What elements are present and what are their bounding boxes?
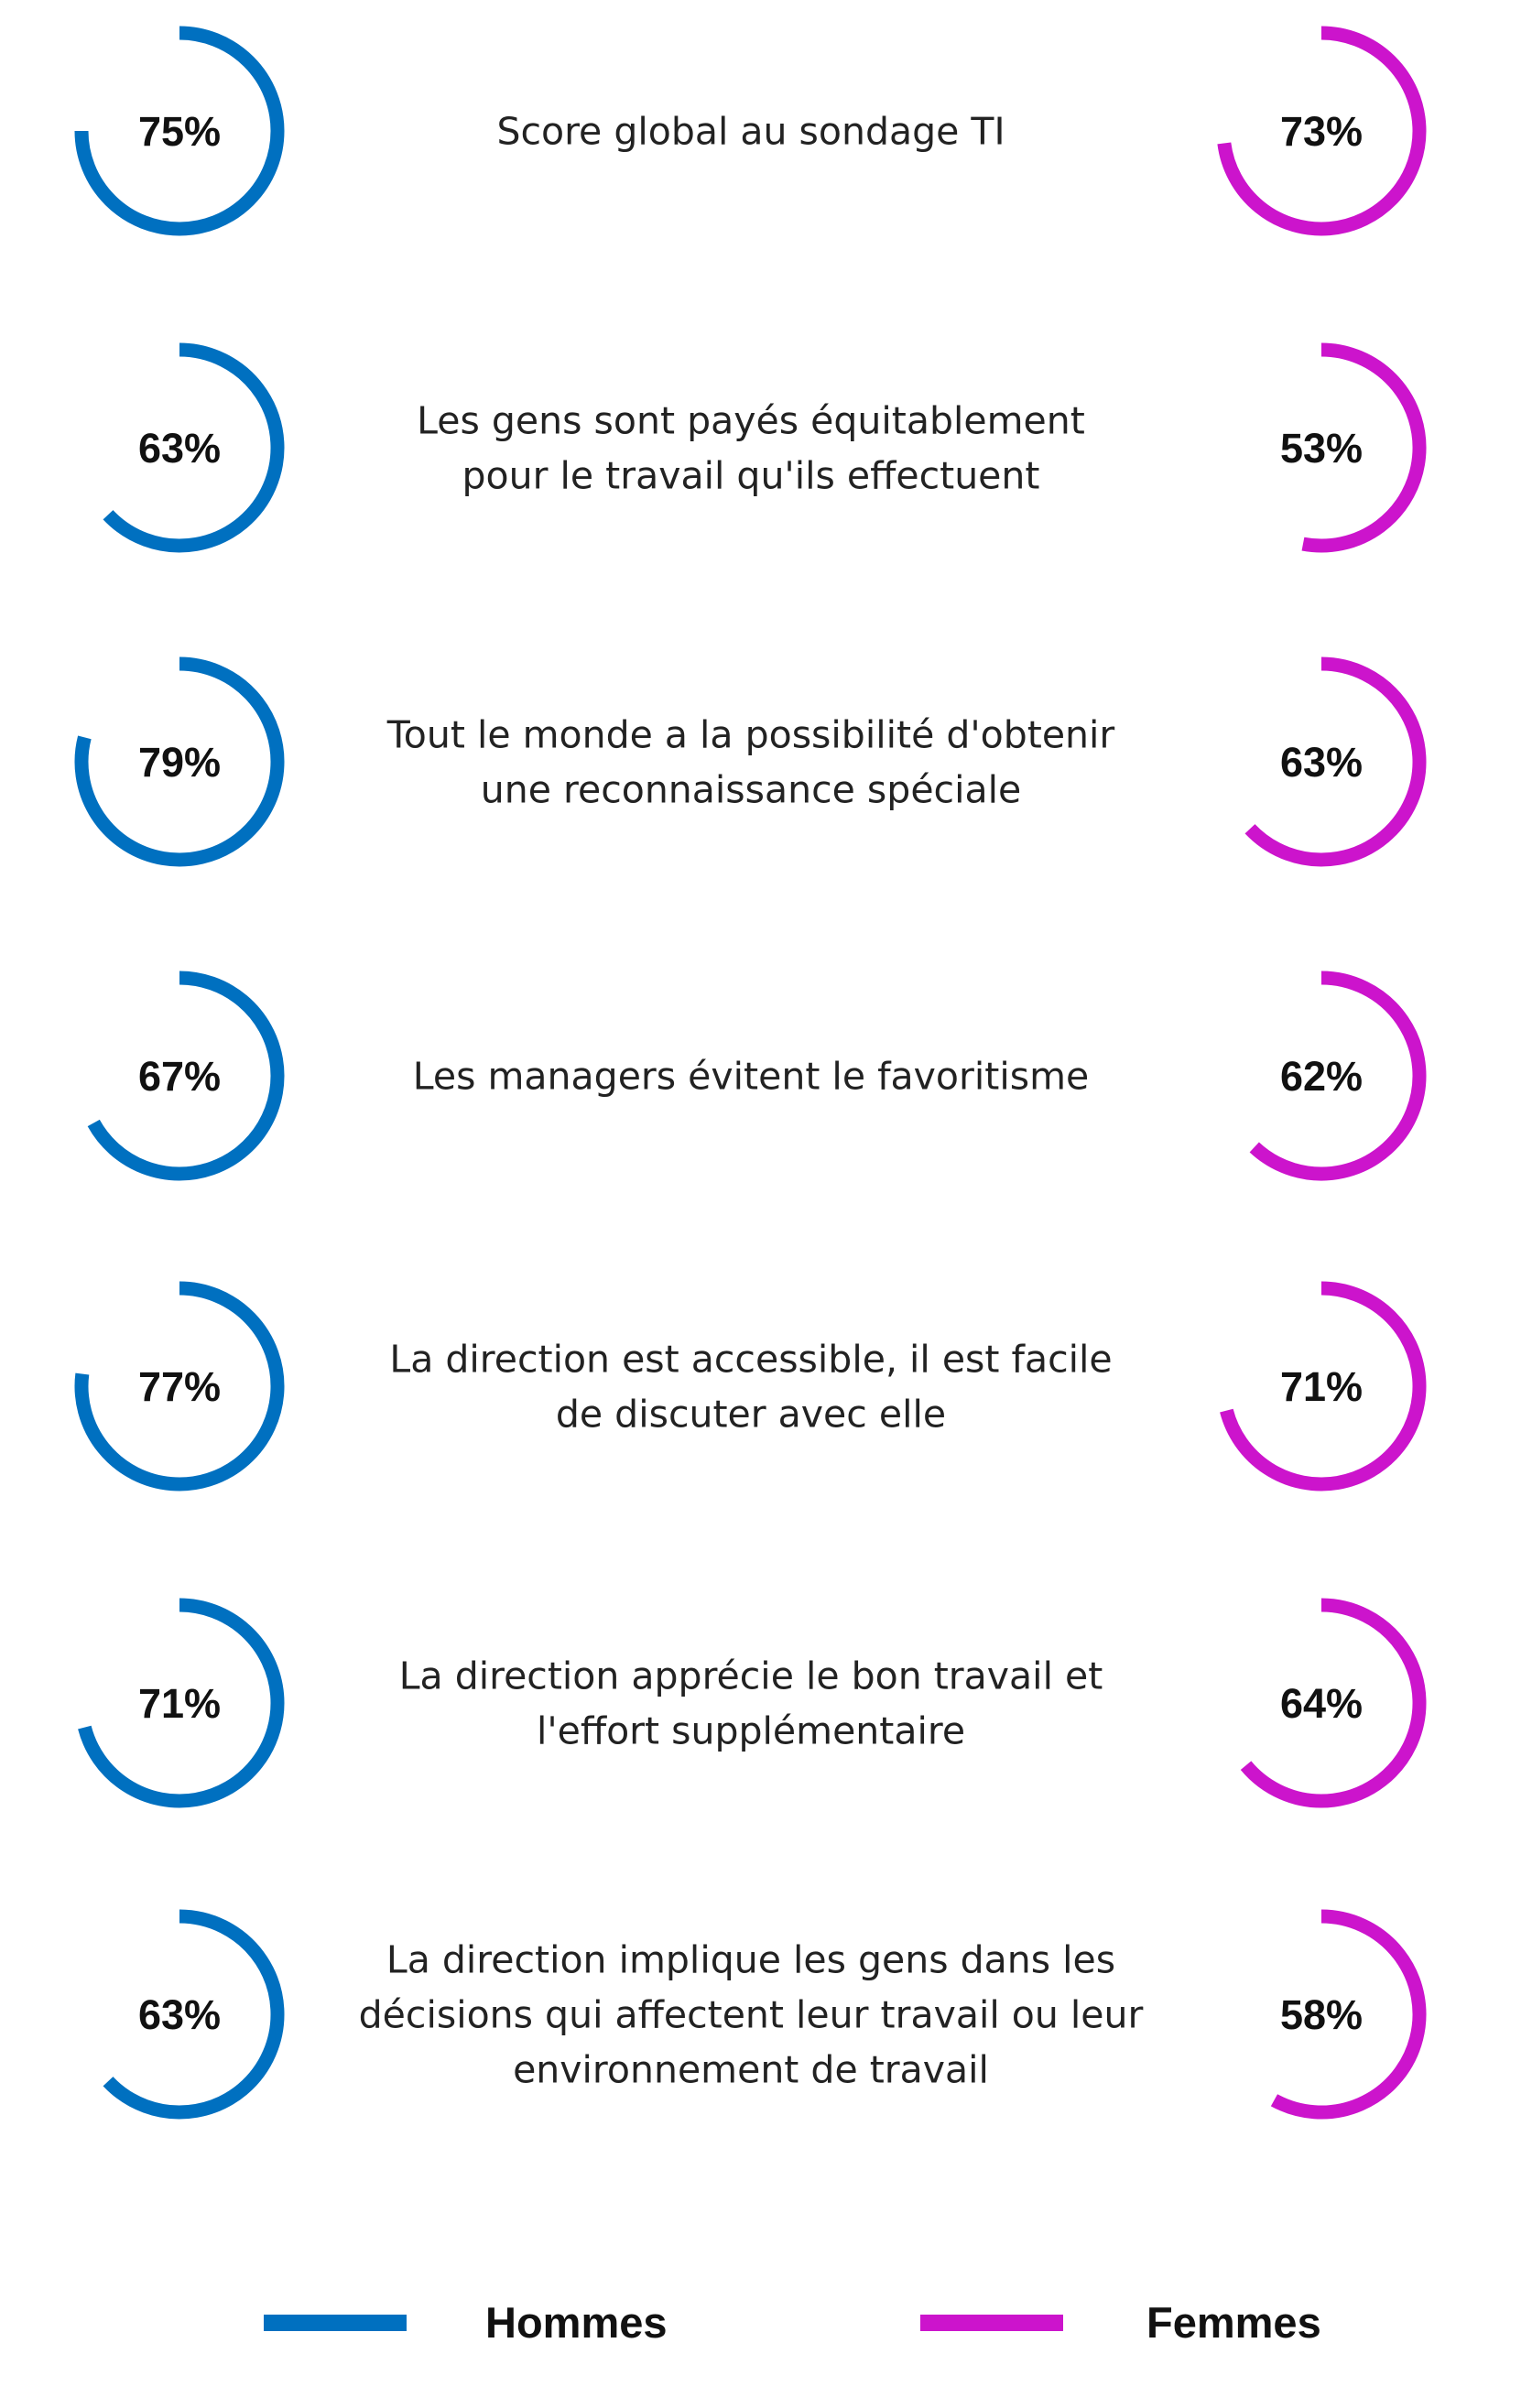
chart-row: 71% 64% La direction apprécie le bon trava… (78, 1598, 1427, 1808)
chart-row: 77% 71% La direction est accessible, il es… (74, 1281, 1427, 1491)
hommes-value-label: 63% (138, 1991, 221, 2038)
femmes-value-label: 62% (1280, 1053, 1363, 1100)
hommes-value-label: 71% (138, 1680, 221, 1727)
hommes-arc (103, 1909, 285, 2120)
hommes-value-label: 79% (138, 739, 221, 786)
chart-row: 63% 58% La direction implique les gens dan… (103, 1909, 1427, 2120)
hommes-arc (87, 971, 285, 1181)
femmes-arc (1217, 26, 1427, 236)
chart-row: 63% 53% Les gens sont payés équitablement p… (103, 342, 1427, 553)
femmes-value-label: 58% (1280, 1991, 1363, 2038)
chart-row: 67% 62% Les managers évitent le favoritism… (87, 971, 1427, 1181)
femmes-arc (1249, 971, 1427, 1181)
femmes-value-label: 64% (1280, 1680, 1363, 1727)
category-label: La direction est accessible, il est faci… (389, 1337, 1112, 1381)
femmes-value-label: 71% (1280, 1363, 1363, 1410)
hommes-value-label: 67% (138, 1053, 221, 1100)
hommes-value-label: 75% (138, 108, 221, 155)
category-label: La direction apprécie le bon travail et (399, 1654, 1103, 1698)
hommes-arc (74, 1281, 285, 1491)
category-label: de discuter avec elle (556, 1392, 946, 1436)
category-label: Les managers évitent le favoritisme (413, 1054, 1089, 1098)
femmes-value-label: 63% (1280, 739, 1363, 786)
femmes-arc (1301, 342, 1427, 553)
hommes-arc (74, 26, 285, 236)
hommes-arc (74, 656, 285, 867)
legend: Hommes Femmes (264, 2298, 1321, 2347)
category-label: environnement de travail (513, 2047, 989, 2091)
chart-row: 79% 63% Tout le monde a la possibilité d'o… (74, 656, 1427, 867)
category-label: Tout le monde a la possibilité d'obtenir (386, 712, 1115, 756)
category-label: décisions qui affectent leur travail ou … (359, 1992, 1144, 2036)
legend-label-femmes: Femmes (1146, 2298, 1321, 2347)
category-label: La direction implique les gens dans les (386, 1937, 1115, 1981)
legend-label-hommes: Hommes (485, 2298, 668, 2347)
femmes-arc (1244, 656, 1427, 867)
category-label: pour le travail qu'ils effectuent (462, 453, 1040, 497)
category-label: une reconnaissance spéciale (481, 767, 1021, 811)
chart-row: 75% 73% Score global au sondage TI (74, 26, 1427, 236)
category-label: Score global au sondage TI (496, 109, 1005, 153)
femmes-arc (1270, 1909, 1427, 2120)
category-label: l'effort supplémentaire (537, 1708, 965, 1752)
femmes-value-label: 73% (1280, 108, 1363, 155)
category-label: Les gens sont payés équitablement (417, 398, 1085, 442)
hommes-arc (103, 342, 285, 553)
femmes-arc (1240, 1598, 1427, 1808)
hommes-value-label: 77% (138, 1363, 221, 1410)
femmes-value-label: 53% (1280, 425, 1363, 472)
hommes-arc (78, 1598, 285, 1808)
hommes-value-label: 63% (138, 425, 221, 472)
femmes-arc (1220, 1281, 1427, 1491)
